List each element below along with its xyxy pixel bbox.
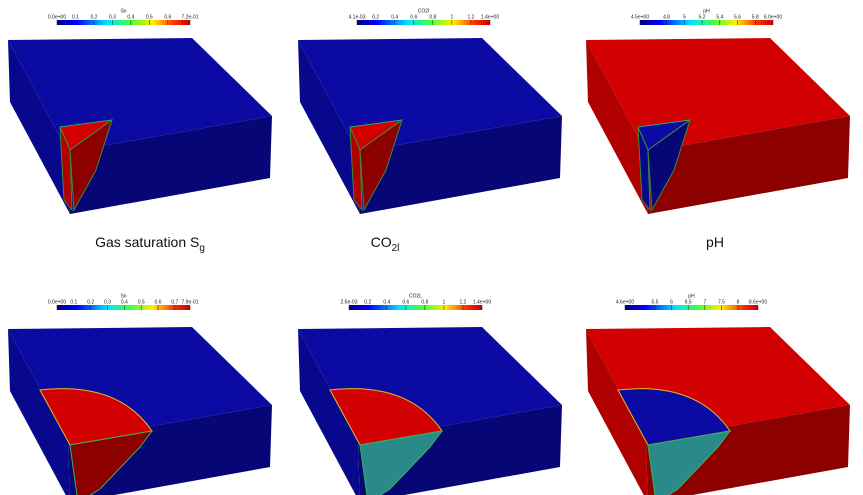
colorbar-tick-label: 6.5 [685,299,692,305]
colorbar-tick-label: 5.2 [699,14,706,20]
colorbar-tick-label: 4.1e-03 [349,14,366,20]
colorbar-tick-label: 0.6 [402,299,409,305]
colorbar-tick-label: 7.2e-01 [182,14,199,20]
colorbar-tick-label: 0.8 [421,299,428,305]
colorbar-tick-label: 1.4e+00 [481,14,499,20]
colorbar-tick-label: 0.5 [138,299,145,305]
colorbar-tick-label: 0.3 [104,299,111,305]
caption-text: pH [706,234,724,250]
colorbar-tick-label: 0.2 [372,14,379,20]
colorbar-tick-label: 5.6 [734,14,741,20]
colorbar-tick-label: 0.6 [155,299,162,305]
colorbar-tick-label: 0.4 [127,14,134,20]
colorbar-title: CO2l [418,8,429,14]
colorbar-tick-label: 5.5 [651,299,658,305]
colorbar-tick-label: 1.2 [467,14,474,20]
colorbar-tick-label: 0.0e+00 [48,299,66,305]
colorbar-tick-label: 0.5 [146,14,153,20]
colorbar-tick-label: 4.8 [663,14,670,20]
colorbar-tick-label: 4.6e+00 [616,299,634,305]
colorbar-tick-label: 0.7 [171,299,178,305]
colorbar-tick-label: 5.4 [716,14,723,20]
colorbar-tick-label: 6.0e+00 [764,14,782,20]
colorbar-tick-label: 6 [670,299,673,305]
panel: CO2L 2.6e-03 0.2 0.4 0.6 0.8 1 1.2 1.4e+00 [298,293,562,495]
colorbar-tick-label: 0.4 [121,299,128,305]
colorbar [357,20,490,25]
caption-text: Gas saturation S [95,234,199,250]
colorbar-tick-label: 0.0e+00 [48,14,66,20]
colorbar-tick-label: 0.4 [391,14,398,20]
caption-subscript: 2l [392,243,400,254]
caption: Gas saturation Sg [95,234,205,254]
colorbar [57,305,190,310]
colorbar-tick-label: 5.8 [752,14,759,20]
colorbar [640,20,773,25]
colorbar-tick-label: 5 [683,14,686,20]
colorbar-tick-label: 0.6 [164,14,171,20]
colorbar-tick-label: 8.6e+00 [749,299,767,305]
colorbar-tick-label: 0.3 [109,14,116,20]
panel: CO2l 4.1e-03 0.2 0.4 0.6 0.8 1 1.2 1.4e+00 [298,8,562,214]
colorbar-tick-label: 0.4 [383,299,390,305]
colorbar-tick-label: 1.4e+00 [473,299,491,305]
colorbar-tick-label: 1.2 [459,299,466,305]
colorbar-tick-label: 1 [443,299,446,305]
colorbar-tick-label: 0.2 [90,14,97,20]
colorbar-tick-label: 7.9e-01 [182,299,199,305]
colorbar-title: CO2L [409,293,422,299]
colorbar [349,305,482,310]
panel: Sn 0.0e+00 0.1 0.2 0.3 0.4 0.5 0.6 7.2e-01 [8,8,272,214]
caption: CO2l [371,234,400,254]
colorbar-tick-label: 0.2 [87,299,94,305]
colorbar [57,20,190,25]
colorbar-tick-label: 7.5 [718,299,725,305]
figure: Sn 0.0e+00 0.1 0.2 0.3 0.4 0.5 0.6 7.2e-01 Gas sa… [0,0,863,495]
colorbar-title: Sn [120,8,126,14]
colorbar-tick-label: 4.5e+00 [631,14,649,20]
colorbar-tick-label: 2.6e-03 [341,299,358,305]
colorbar-tick-label: 0.8 [429,14,436,20]
caption-subscript: g [199,243,205,254]
colorbar-tick-label: 0.1 [72,14,79,20]
colorbar-tick-label: 0.2 [364,299,371,305]
caption: pH [706,234,724,250]
colorbar-tick-label: 1 [450,14,453,20]
colorbar-tick-label: 0.6 [410,14,417,20]
caption-text: CO [371,234,392,250]
colorbar-tick-label: 7 [703,299,706,305]
colorbar-tick-label: 0.1 [70,299,77,305]
colorbar-tick-label: 8 [737,299,740,305]
